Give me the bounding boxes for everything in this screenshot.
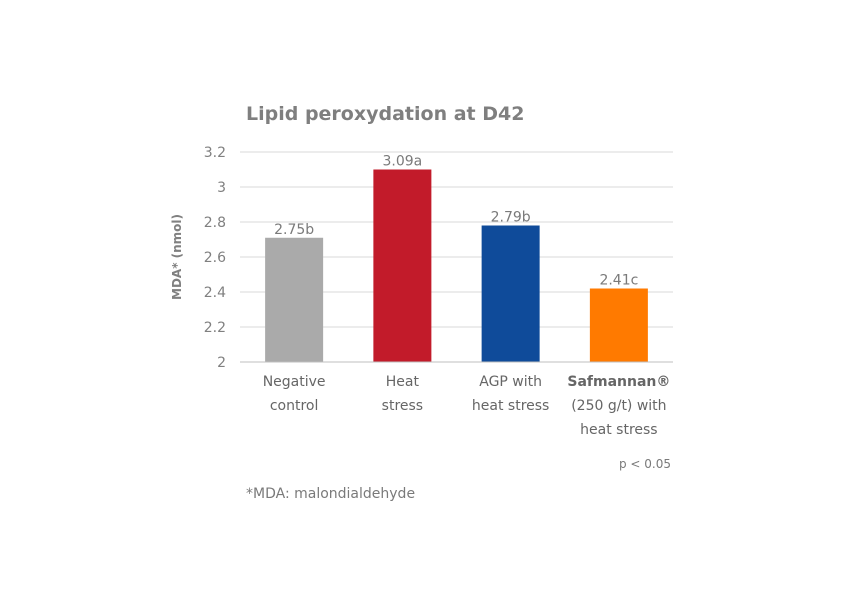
bar <box>481 225 540 362</box>
category-label: control <box>270 398 319 414</box>
bar-value-label: 3.09a <box>382 154 422 170</box>
category-label: heat stress <box>472 398 549 414</box>
y-tick-label: 2.8 <box>204 215 226 231</box>
bar <box>265 237 324 362</box>
category-label: heat stress <box>580 422 657 438</box>
category-label: stress <box>382 398 423 414</box>
y-tick-label: 3 <box>217 180 226 196</box>
category-label: Safmannan® <box>567 374 670 390</box>
category-label: Heat <box>386 374 420 390</box>
bar-value-label: 2.75b <box>274 222 314 238</box>
category-label: AGP with <box>479 374 542 390</box>
x-axis-categories: Negative control Heat stress AGP with heat st… <box>263 374 671 438</box>
y-tick-label: 2.2 <box>204 320 226 336</box>
category-label: (250 g/t) with <box>571 398 666 414</box>
y-tick-label: 2 <box>217 355 226 371</box>
y-tick-label: 3.2 <box>204 145 226 161</box>
bar-value-label: 2.41c <box>599 273 638 289</box>
footnote: *MDA: malondialdehyde <box>246 486 416 502</box>
bar-value-label: 2.79b <box>491 210 531 226</box>
y-axis-ticks: 2 2.2 2.4 2.6 2.8 3 3.2 <box>204 145 226 371</box>
y-axis-label: MDA* (nmol) <box>170 214 184 300</box>
data-labels: 2.75b 3.09a 2.79b 2.41c <box>274 154 638 289</box>
bars <box>265 169 648 362</box>
category-label: Negative <box>263 374 326 390</box>
y-tick-label: 2.4 <box>204 285 226 301</box>
bar <box>373 169 432 362</box>
chart-title: Lipid peroxydation at D42 <box>246 103 524 125</box>
bar <box>589 288 648 362</box>
significance-note: p < 0.05 <box>619 457 672 471</box>
y-tick-label: 2.6 <box>204 250 226 266</box>
